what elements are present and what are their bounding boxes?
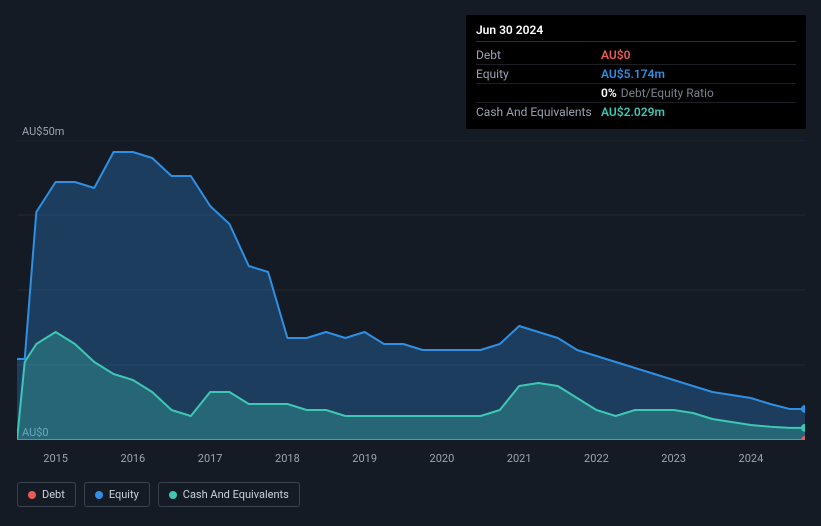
tooltip-date: Jun 30 2024 [476,23,796,42]
x-tick: 2020 [430,452,455,465]
legend-dot-icon [28,491,36,499]
tooltip-row-sublabel: Debt/Equity Ratio [621,86,714,100]
x-axis: 2015 2016 2017 2018 2019 2020 2021 2022 2023 2024 [17,452,805,466]
x-tick: 2021 [507,452,532,465]
legend: Debt Equity Cash And Equivalents [17,482,300,507]
y-axis-label-top: AU$50m [22,125,64,138]
x-tick: 2018 [275,452,300,465]
tooltip-row-value: AU$2.029m [601,105,665,119]
legend-dot-icon [95,491,103,499]
x-tick: 2022 [584,452,609,465]
legend-item[interactable]: Debt [17,482,76,507]
legend-label: Debt [42,488,65,501]
x-tick: 2015 [43,452,68,465]
legend-label: Cash And Equivalents [183,488,289,501]
tooltip-row: Cash And EquivalentsAU$2.029m [476,103,796,121]
legend-item[interactable]: Equity [84,482,150,507]
tooltip-row-label: Debt [476,48,601,62]
tooltip-row-value: AU$0 [601,48,631,62]
tooltip-row-label [476,86,601,100]
tooltip-rows: DebtAU$0EquityAU$5.174m0%Debt/Equity Rat… [476,46,796,121]
x-tick: 2019 [352,452,377,465]
legend-label: Equity [109,488,139,501]
tooltip-row: DebtAU$0 [476,46,796,65]
area-chart [17,140,805,440]
tooltip-row: EquityAU$5.174m [476,65,796,84]
legend-dot-icon [169,491,177,499]
tooltip-row-value: AU$5.174m [601,67,665,81]
x-tick: 2017 [198,452,223,465]
chart-area [17,140,805,440]
tooltip-box: Jun 30 2024 DebtAU$0EquityAU$5.174m0%Deb… [466,15,806,129]
tooltip-row-value: 0%Debt/Equity Ratio [601,86,714,100]
tooltip-row-label: Cash And Equivalents [476,105,601,119]
x-tick: 2023 [661,452,686,465]
tooltip-row-label: Equity [476,67,601,81]
tooltip-row: 0%Debt/Equity Ratio [476,84,796,103]
legend-item[interactable]: Cash And Equivalents [158,482,300,507]
x-tick: 2024 [739,452,764,465]
x-tick: 2016 [121,452,146,465]
